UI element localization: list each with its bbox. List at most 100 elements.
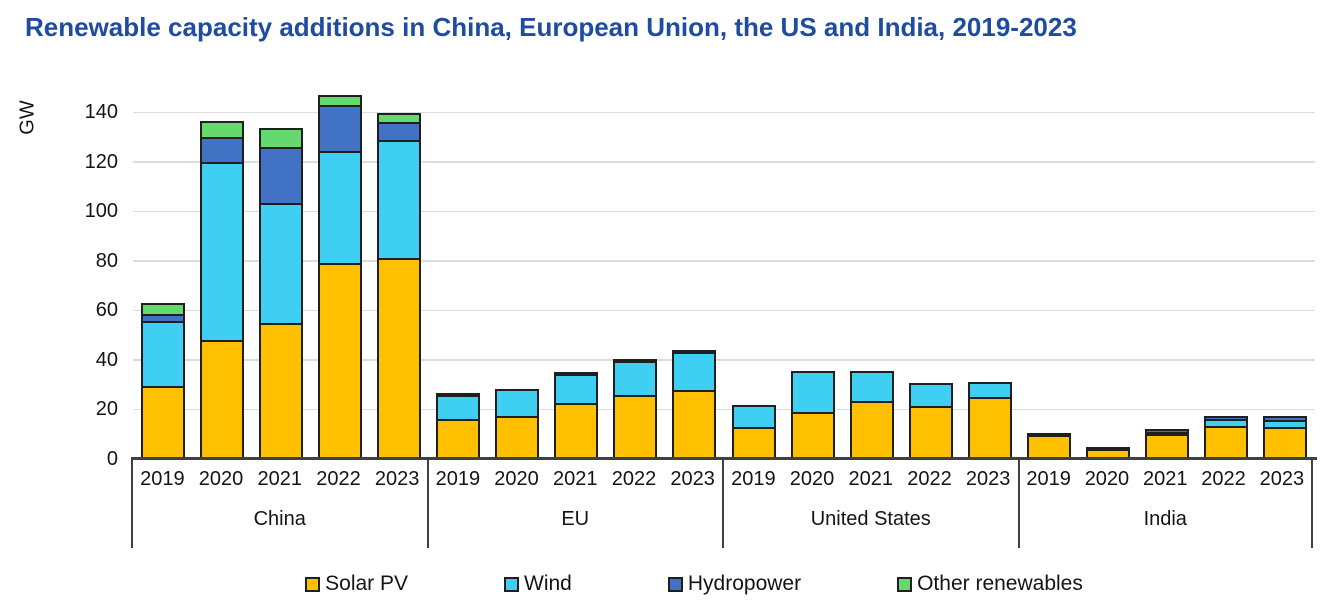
group-label: United States bbox=[810, 508, 931, 530]
legend-item-hydropower: Hydropower bbox=[667, 572, 802, 596]
bar-segment-solar-pv bbox=[849, 400, 894, 459]
stacked-bar bbox=[258, 128, 303, 459]
year-label: 2022 bbox=[611, 468, 657, 490]
year-label-row: 2019 2020 2021 2022 2023 bbox=[133, 468, 427, 491]
bar-segment-wind bbox=[199, 162, 244, 343]
gridline bbox=[133, 408, 1315, 411]
bar-segment-solar-pv bbox=[1204, 425, 1249, 459]
year-label: 2020 bbox=[1084, 468, 1130, 490]
year-label: 2019 bbox=[140, 468, 185, 490]
bar-segment-solar-pv bbox=[199, 340, 244, 459]
bar-segment-wind bbox=[317, 151, 362, 266]
bar-segment-hydropower bbox=[317, 104, 362, 154]
year-label: 2019 bbox=[731, 468, 776, 490]
bar-segment-solar-pv bbox=[376, 258, 421, 459]
x-axis-category-band: 2019 2020 2021 2022 2023 China 2019 2020 2021 202… bbox=[131, 459, 1317, 548]
legend-label: Hydropower bbox=[687, 572, 802, 595]
bar-segment-solar-pv bbox=[731, 426, 776, 459]
legend-label: Other renewables bbox=[917, 572, 1083, 595]
plot-area bbox=[133, 85, 1315, 459]
bar-segment-other-renewables bbox=[258, 128, 303, 150]
bar-segment-solar-pv bbox=[908, 405, 953, 459]
bar-segment-solar-pv bbox=[967, 397, 1012, 459]
category-group-cell: 2019 2020 2021 2022 2023 China bbox=[131, 459, 427, 548]
year-label-row: 2019 2020 2021 2022 2023 bbox=[1020, 468, 1312, 491]
stacked-bar bbox=[790, 370, 835, 459]
bar-segment-wind bbox=[908, 382, 953, 408]
group-label: EU bbox=[561, 508, 590, 530]
stacked-bar bbox=[1204, 415, 1249, 459]
group-label: India bbox=[1143, 508, 1187, 530]
y-tick-label: 120 bbox=[84, 150, 118, 173]
year-label: 2022 bbox=[1201, 468, 1246, 490]
gridline bbox=[133, 111, 1315, 114]
y-tick-label: 40 bbox=[95, 348, 118, 371]
bar-segment-solar-pv bbox=[1027, 435, 1072, 459]
gridline bbox=[133, 309, 1315, 312]
y-tick-label: 20 bbox=[95, 398, 118, 421]
legend-swatch-hydropower bbox=[667, 576, 683, 592]
bar-segment-wind bbox=[258, 203, 303, 325]
y-tick-label: 80 bbox=[95, 249, 118, 272]
bar-segment-wind bbox=[140, 321, 185, 388]
stacked-bar bbox=[317, 94, 362, 459]
year-label-row: 2019 2020 2021 2022 2023 bbox=[724, 468, 1018, 491]
stacked-bar bbox=[140, 302, 185, 459]
category-group-cell: 2019 2020 2021 2022 2023 United States bbox=[722, 459, 1018, 548]
stacked-bar bbox=[1263, 415, 1308, 459]
year-label: 2021 bbox=[553, 468, 598, 490]
bar-segment-solar-pv bbox=[1145, 434, 1190, 459]
year-label: 2023 bbox=[374, 468, 420, 490]
bar-segment-solar-pv bbox=[1263, 426, 1308, 459]
bar-segment-solar-pv bbox=[672, 389, 717, 459]
stacked-bar bbox=[1027, 432, 1072, 459]
bar-segment-solar-pv bbox=[140, 385, 185, 459]
bar-segment-wind bbox=[849, 370, 894, 403]
stacked-bar bbox=[672, 349, 717, 459]
y-tick-label: 60 bbox=[95, 299, 118, 322]
year-label: 2023 bbox=[670, 468, 715, 490]
year-label: 2019 bbox=[435, 468, 481, 490]
year-label-row: 2019 2020 2021 2022 2023 bbox=[429, 468, 723, 491]
bar-segment-wind bbox=[495, 389, 540, 418]
y-axis-tick-labels: 0 20 40 60 80 100 120 140 bbox=[0, 85, 118, 470]
legend-swatch-solar-pv bbox=[305, 576, 321, 592]
legend-item-wind: Wind bbox=[504, 572, 572, 596]
chart-title: Renewable capacity additions in China, E… bbox=[25, 12, 1077, 42]
legend-label: Wind bbox=[524, 572, 572, 595]
bar-segment-solar-pv bbox=[790, 411, 835, 459]
bar-segment-wind bbox=[376, 140, 421, 261]
bar-segment-wind bbox=[672, 351, 717, 392]
bar-segment-solar-pv bbox=[495, 415, 540, 459]
x-axis-line bbox=[131, 457, 1317, 460]
year-label: 2022 bbox=[907, 468, 952, 490]
year-label: 2019 bbox=[1026, 468, 1071, 490]
y-tick-label: 100 bbox=[84, 200, 118, 223]
legend-swatch-other-renewables bbox=[897, 576, 913, 592]
legend-swatch-wind bbox=[504, 576, 520, 592]
stacked-bar bbox=[613, 358, 658, 459]
bar-segment-wind bbox=[554, 374, 599, 406]
bar-segment-solar-pv bbox=[258, 322, 303, 459]
stacked-bar bbox=[731, 405, 776, 459]
year-label: 2020 bbox=[494, 468, 539, 490]
year-label: 2020 bbox=[789, 468, 835, 490]
legend: Solar PV Wind Hydropower Other renewables bbox=[0, 572, 1338, 596]
legend-item-solar-pv: Solar PV bbox=[305, 572, 408, 596]
y-tick-label: 140 bbox=[84, 101, 118, 124]
stacked-bar bbox=[908, 382, 953, 459]
y-tick-label: 0 bbox=[106, 448, 118, 470]
gridline bbox=[133, 260, 1315, 262]
bar-segment-solar-pv bbox=[317, 263, 362, 459]
gridline bbox=[133, 359, 1315, 361]
bar-segment-solar-pv bbox=[436, 419, 481, 459]
category-group-cell: 2019 2020 2021 2022 2023 India bbox=[1017, 459, 1313, 548]
bar-segment-solar-pv bbox=[554, 403, 599, 459]
stacked-bar bbox=[1145, 429, 1190, 459]
stacked-bar bbox=[199, 120, 244, 459]
year-label: 2021 bbox=[1142, 468, 1188, 490]
legend-item-other-renewables: Other renewables bbox=[897, 572, 1083, 596]
stacked-bar bbox=[495, 389, 540, 459]
